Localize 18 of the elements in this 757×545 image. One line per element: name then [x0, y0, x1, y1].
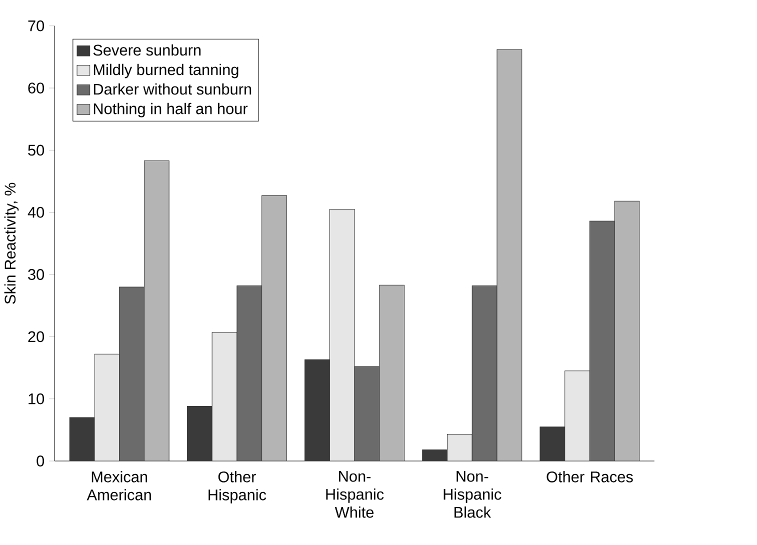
y-tick-label: 70	[28, 20, 44, 32]
x-tick-label: Other Races	[546, 470, 633, 482]
x-tick-label: Non-Hispanic Black	[444, 470, 502, 518]
y-axis-title: Skin Reactivity, %	[4, 182, 19, 304]
legend-label: Severe sunburn	[93, 44, 201, 56]
x-tick-label: Non-Hispanic White	[326, 470, 384, 518]
legend-label: Nothing in half an hour	[94, 102, 248, 118]
legend-label: Mildly burned tanning	[94, 64, 238, 78]
y-tick-label: 60	[28, 82, 44, 94]
legend-label: Darker without sunburn	[94, 83, 252, 94]
y-tick-label: 0	[36, 455, 44, 466]
y-tick-label: 20	[28, 331, 44, 342]
y-tick-label: 30	[28, 268, 44, 280]
y-tick-label: 50	[28, 144, 44, 156]
x-tick-label: Mexican American	[86, 470, 151, 500]
y-tick-label: 10	[28, 393, 44, 404]
x-tick-label: Other Hispanic	[208, 470, 266, 504]
y-tick-label: 40	[28, 206, 44, 218]
